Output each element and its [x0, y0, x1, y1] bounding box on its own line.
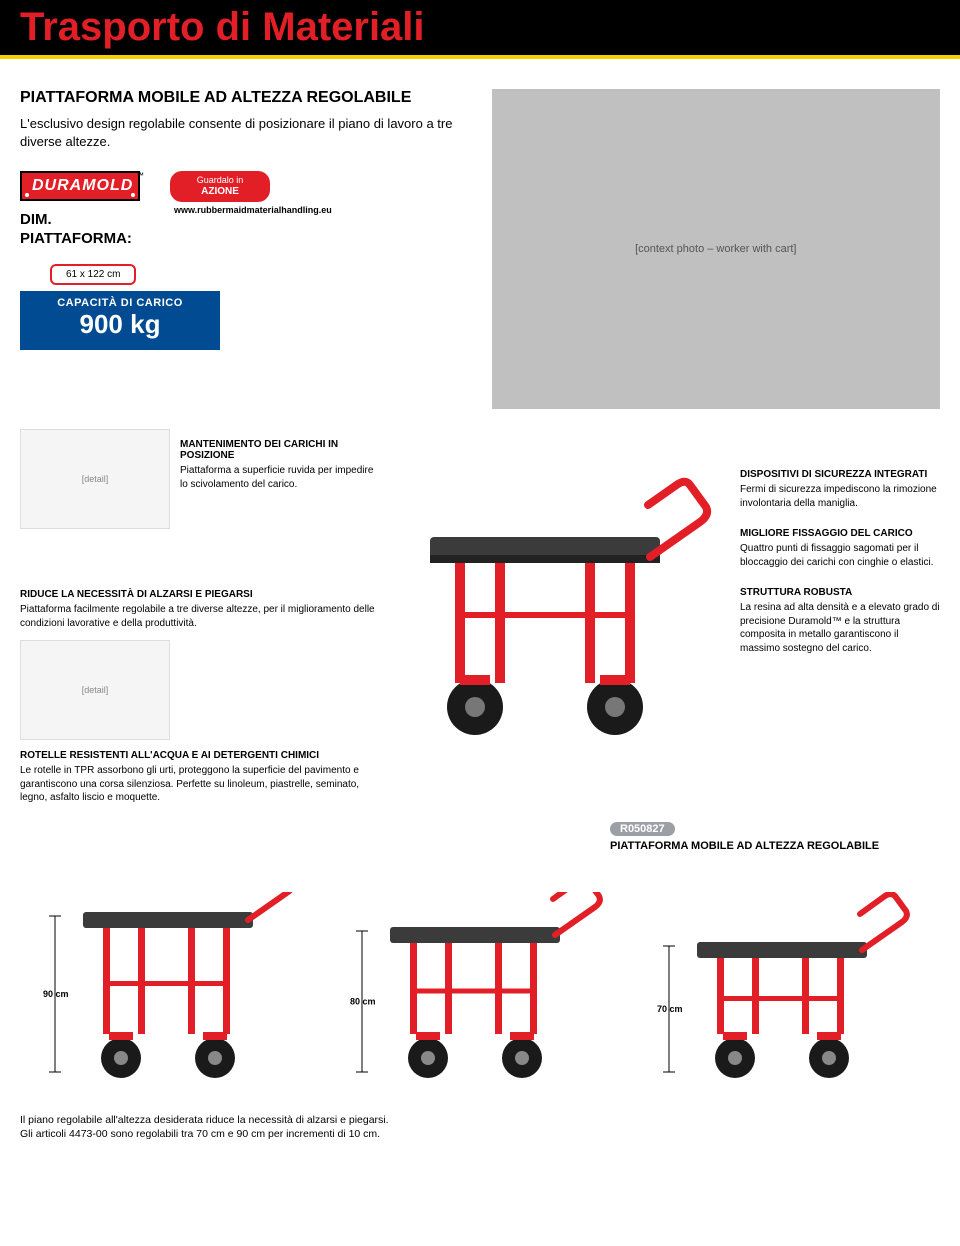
features-left: [detail] MANTENIMENTO DEI CARICHI IN POS…	[20, 429, 380, 805]
product-description: L'esclusivo design regolabile consente d…	[20, 115, 462, 151]
footer-line2: Gli articoli 4473-00 sono regolabili tra…	[20, 1128, 380, 1140]
feature-text: La resina ad alta densità e a elevato gr…	[740, 601, 940, 655]
intro-row: PIATTAFORMA MOBILE AD ALTEZZA REGOLABILE…	[20, 89, 940, 409]
feature-text: Piattaforma a superficie ruvida per impe…	[180, 464, 380, 491]
feature-thumb: [detail]	[20, 640, 170, 740]
features-row: [detail] MANTENIMENTO DEI CARICHI IN POS…	[20, 429, 940, 805]
specs-row: DURAMOLD ™ DIM. PIATTAFORMA: Guardalo in…	[20, 171, 462, 249]
guardalo-badge: Guardalo in AZIONE	[170, 171, 270, 202]
feature-title: STRUTTURA ROBUSTA	[740, 587, 940, 598]
hero-photo: [context photo – worker with cart]	[492, 89, 940, 409]
feature-thumb: [detail]	[20, 429, 170, 529]
svg-text:90 cm: 90 cm	[43, 989, 69, 999]
capacity-block: CAPACITÀ DI CARICO 900 kg	[20, 291, 220, 350]
height-diagram: 90 cm	[43, 892, 303, 1087]
duramold-text: DURAMOLD	[32, 177, 133, 194]
piattaforma-label: PIATTAFORMA:	[20, 230, 160, 247]
feature-text: Piattaforma facilmente regolabile a tre …	[20, 603, 380, 630]
height-svg: 90 cm	[43, 892, 303, 1082]
sku-block: R050827 PIATTAFORMA MOBILE AD ALTEZZA RE…	[610, 819, 879, 852]
height-diagram: 80 cm	[350, 892, 610, 1087]
footer-line1: Il piano regolabile all'altezza desidera…	[20, 1114, 389, 1126]
feature-title: ROTELLE RESISTENTI ALL'ACQUA E AI DETERG…	[20, 750, 380, 761]
height-svg: 70 cm	[657, 892, 917, 1082]
page-header: Trasporto di Materiali	[0, 0, 960, 59]
features-right: DISPOSITIVI DI SICUREZZA INTEGRATI Fermi…	[740, 429, 940, 805]
main-product-illustration	[400, 429, 720, 805]
capacity-value: 900 kg	[30, 309, 210, 340]
product-title: PIATTAFORMA MOBILE AD ALTEZZA REGOLABILE	[20, 89, 462, 107]
tm-mark: ™	[136, 171, 144, 180]
sku-badge: R050827	[610, 822, 675, 836]
feature-block: RIDUCE LA NECESSITÀ DI ALZARSI E PIEGARS…	[20, 589, 380, 630]
height-diagram: 70 cm	[657, 892, 917, 1087]
guardalo-line1: Guardalo in	[197, 175, 244, 185]
feature-text: Le rotelle in TPR assorbono gli urti, pr…	[20, 764, 380, 805]
feature-title: MIGLIORE FISSAGGIO DEL CARICO	[740, 528, 940, 539]
sku-label: PIATTAFORMA MOBILE AD ALTEZZA REGOLABILE	[610, 840, 879, 852]
feature-title: RIDUCE LA NECESSITÀ DI ALZARSI E PIEGARS…	[20, 589, 380, 600]
page-title: Trasporto di Materiali	[20, 0, 940, 55]
heights-row: 90 cm 80 cm	[20, 892, 940, 1087]
intro-left: PIATTAFORMA MOBILE AD ALTEZZA REGOLABILE…	[20, 89, 462, 409]
svg-text:80 cm: 80 cm	[350, 996, 376, 1006]
dim-label: DIM.	[20, 211, 160, 228]
capacity-label: CAPACITÀ DI CARICO	[30, 297, 210, 309]
feature-title: MANTENIMENTO DEI CARICHI IN POSIZIONE	[180, 439, 380, 461]
size-box: 61 x 122 cm	[50, 264, 136, 285]
feature-block: STRUTTURA ROBUSTA La resina ad alta dens…	[740, 587, 940, 655]
dot-icon	[131, 193, 135, 197]
feature-block: MIGLIORE FISSAGGIO DEL CARICO Quattro pu…	[740, 528, 940, 569]
dot-icon	[25, 193, 29, 197]
guardalo-line2: AZIONE	[201, 186, 239, 197]
feature-block: ROTELLE RESISTENTI ALL'ACQUA E AI DETERG…	[20, 750, 380, 805]
footer-note: Il piano regolabile all'altezza desidera…	[20, 1113, 940, 1142]
page-content: PIATTAFORMA MOBILE AD ALTEZZA REGOLABILE…	[0, 89, 960, 1162]
cart-svg	[400, 467, 720, 767]
sku-row: R050827 PIATTAFORMA MOBILE AD ALTEZZA RE…	[20, 819, 940, 852]
height-svg: 80 cm	[350, 892, 610, 1082]
duramold-badge: DURAMOLD ™	[20, 171, 140, 201]
svg-text:70 cm: 70 cm	[657, 1004, 683, 1014]
feature-title: DISPOSITIVI DI SICUREZZA INTEGRATI	[740, 469, 940, 480]
feature-block: DISPOSITIVI DI SICUREZZA INTEGRATI Fermi…	[740, 469, 940, 510]
feature-text: Quattro punti di fissaggio sagomati per …	[740, 542, 940, 569]
feature-text: Fermi di sicurezza impediscono la rimozi…	[740, 483, 940, 510]
handling-link[interactable]: www.rubbermaidmaterialhandling.eu	[174, 205, 332, 215]
